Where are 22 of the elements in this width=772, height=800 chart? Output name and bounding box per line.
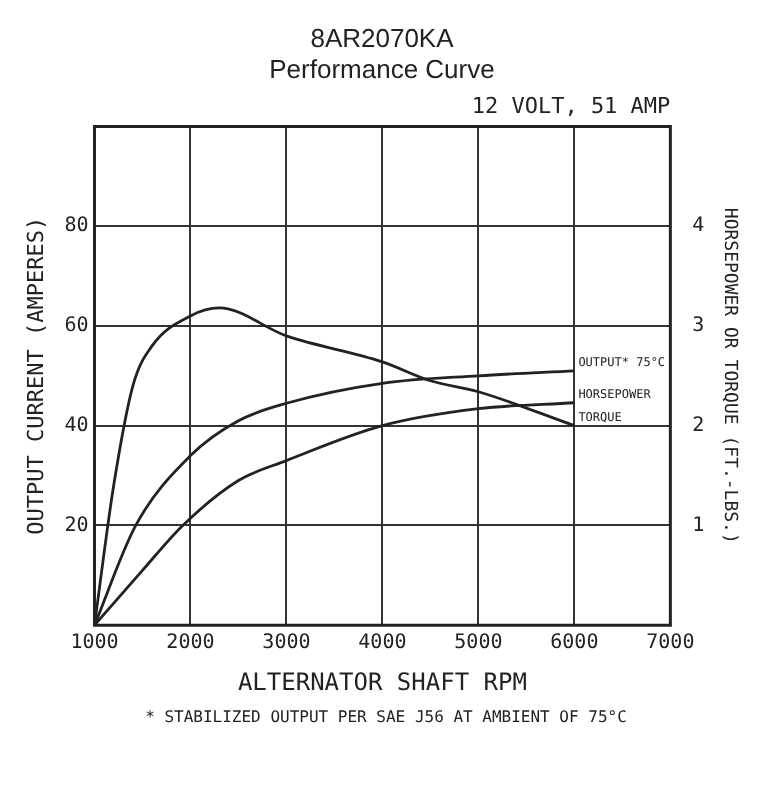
x-tick-label: 2000 [166, 632, 215, 655]
chart-title: 8AR2070KA [310, 22, 455, 53]
y-tick-label: 80 [64, 215, 89, 238]
text: 12 VOLT, 51 AMP [471, 93, 672, 120]
chart-subtitle: Performance Curve [269, 53, 495, 84]
y-tick-label: 40 [64, 414, 89, 437]
text: * STABILIZED OUTPUT PER SAE J56 AT AMBIENT OF 75°C [143, 708, 629, 726]
y-tick-label: 20 [64, 514, 89, 537]
x-tick-label: 1000 [70, 632, 119, 655]
x-tick-label: 7000 [646, 632, 695, 655]
x-tick-label: 3000 [262, 632, 311, 655]
y2-tick-label: 1 [692, 514, 705, 537]
y-axis-title: OUTPUT CURRENT (AMPERES) [22, 216, 49, 535]
x-tick-label: 5000 [454, 632, 503, 655]
x-axis-title: ALTERNATOR SHAFT RPM [237, 667, 527, 696]
x-tick-label: 6000 [550, 632, 599, 655]
y2-tick-label: 3 [692, 315, 705, 338]
y2-tick-label: 2 [692, 414, 705, 437]
y2-axis-title: HORSEPOWER OR TORQUE (FT.-LBS.) [718, 207, 739, 544]
x-tick-label: 4000 [358, 632, 407, 655]
y-tick-label: 60 [64, 315, 89, 338]
y2-tick-label: 4 [692, 215, 705, 238]
